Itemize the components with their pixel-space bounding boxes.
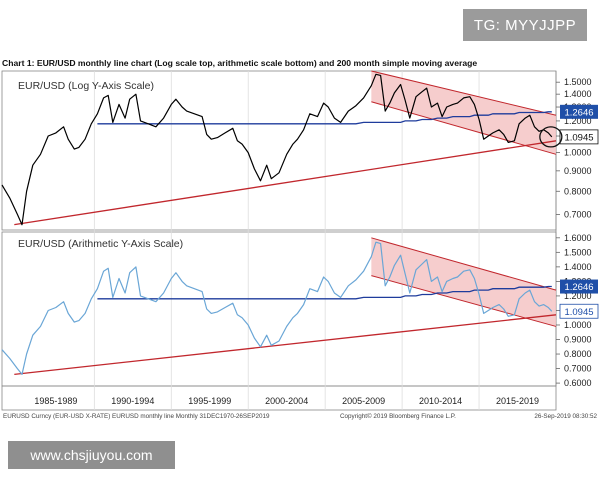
top-y-tick-label-5: 1.2000: [564, 116, 592, 126]
watermark-website: www.chsjiuyou.com: [8, 441, 175, 469]
top-channel-upper-line: [371, 70, 557, 116]
top-y-tick-label-1: 0.8000: [564, 186, 592, 196]
footer-source: EURUSD Curncy (EUR-USD X-RATE) EURUSD mo…: [3, 413, 270, 420]
bottom-ma-value-tag: [560, 279, 598, 294]
bottom-y-tick-label-2: 0.8000: [564, 349, 592, 359]
x-tick-label-3: 2000-2004: [265, 396, 308, 406]
bottom-y-tick-label-4: 1.0000: [564, 320, 592, 330]
chart-caption: Chart 1: EUR/USD monthly line chart (Log…: [2, 58, 478, 68]
top-price-line: [1, 73, 553, 226]
bottom-price-line: [1, 241, 553, 375]
x-tick-label-0: 1985-1989: [34, 396, 77, 406]
bottom-y-tick-label-0: 0.6000: [564, 378, 592, 388]
top-channel-band: [371, 71, 556, 155]
footer-copyright: Copyright© 2019 Bloomberg Finance L.P.: [340, 412, 456, 420]
top-y-tick-label-7: 1.4000: [564, 89, 592, 99]
top-highlight-circle: [539, 126, 563, 148]
x-axis-frame: [1, 385, 557, 411]
top-price-value-tag: [559, 129, 599, 145]
top-ma-value-label: 1.2646: [564, 107, 593, 118]
x-tick-label-5: 2010-2014: [419, 396, 462, 406]
bottom-price-value-label: 1.0945: [564, 307, 593, 318]
bottom-panel-frame: [1, 231, 557, 387]
top-y-tick-label-2: 0.9000: [564, 166, 592, 176]
top-y-tick-label-3: 1.0000: [564, 148, 592, 158]
top-y-tick-label-8: 1.5000: [564, 77, 592, 87]
x-tick-label-4: 2005-2009: [342, 396, 385, 406]
x-tick-label-1: 1990-1994: [111, 396, 154, 406]
bottom-panel-title: EUR/USD (Arithmetic Y-Axis Scale): [18, 238, 183, 250]
bottom-price-value-tag: [559, 303, 599, 319]
bottom-y-tick-label-6: 1.2000: [564, 291, 592, 301]
top-moving-average-line: [97, 111, 552, 125]
bottom-channel-upper-line: [371, 237, 557, 291]
watermark-telegram: TG: MYYJJPP: [463, 9, 587, 41]
bottom-y-tick-label-10: 1.6000: [564, 233, 592, 243]
bottom-support-trendline: [14, 314, 557, 376]
bottom-channel-band: [371, 237, 556, 327]
bottom-y-tick-label-9: 1.5000: [564, 247, 592, 257]
x-tick-label-2: 1995-1999: [188, 396, 231, 406]
bottom-y-tick-label-3: 0.9000: [564, 335, 592, 345]
footer-timestamp: 26-Sep-2019 08:30:52: [534, 413, 597, 420]
top-support-trendline: [14, 140, 557, 226]
bottom-moving-average-line: [97, 285, 552, 300]
top-price-value-label: 1.0945: [564, 132, 593, 143]
top-y-tick-label-0: 0.7000: [564, 209, 592, 219]
bottom-y-tick-label-1: 0.7000: [564, 364, 592, 374]
bottom-ma-value-label: 1.2646: [564, 282, 593, 293]
top-ma-value-tag: [560, 104, 598, 119]
top-panel-title: EUR/USD (Log Y-Axis Scale): [18, 80, 154, 92]
bottom-y-tick-label-8: 1.4000: [564, 262, 592, 272]
x-tick-label-6: 2015-2019: [496, 396, 539, 406]
